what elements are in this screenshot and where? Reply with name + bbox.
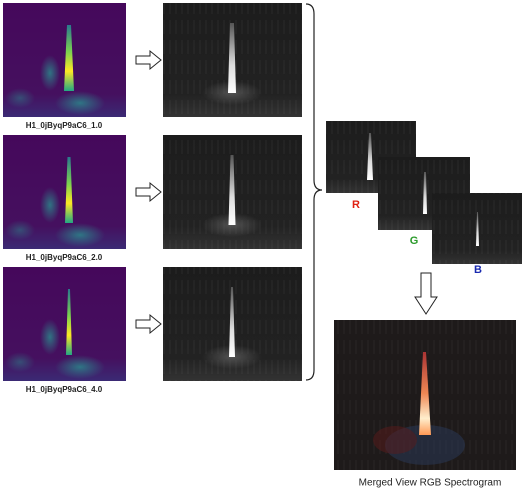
right-arrow — [135, 181, 162, 203]
channel-label-r: R — [352, 199, 360, 211]
channel-b-image — [432, 193, 522, 264]
grayscale-image — [163, 3, 302, 117]
grayscale-image — [163, 267, 302, 381]
brace — [305, 3, 323, 381]
image-label: H1_0jByqP9aC6_1.0 — [26, 121, 103, 130]
right-arrow — [135, 313, 162, 335]
image-label: H1_0jByqP9aC6_4.0 — [26, 385, 103, 394]
viridis-image — [3, 267, 126, 381]
image-label: H1_0jByqP9aC6_2.0 — [26, 253, 103, 262]
merged-caption: Merged View RGB Spectrogram — [359, 478, 502, 489]
viridis-image — [3, 3, 126, 117]
channel-label-g: G — [410, 235, 419, 247]
rows: H1_0jByqP9aC6_1.0 H1_0jByqP9aC6_2.0 H1_0jB… — [3, 3, 302, 394]
down-arrow — [414, 272, 438, 315]
channel-label-b: B — [474, 264, 482, 276]
viridis-image — [3, 135, 126, 249]
merged-image — [334, 320, 516, 470]
grayscale-image — [163, 135, 302, 249]
right-arrow — [135, 49, 162, 71]
